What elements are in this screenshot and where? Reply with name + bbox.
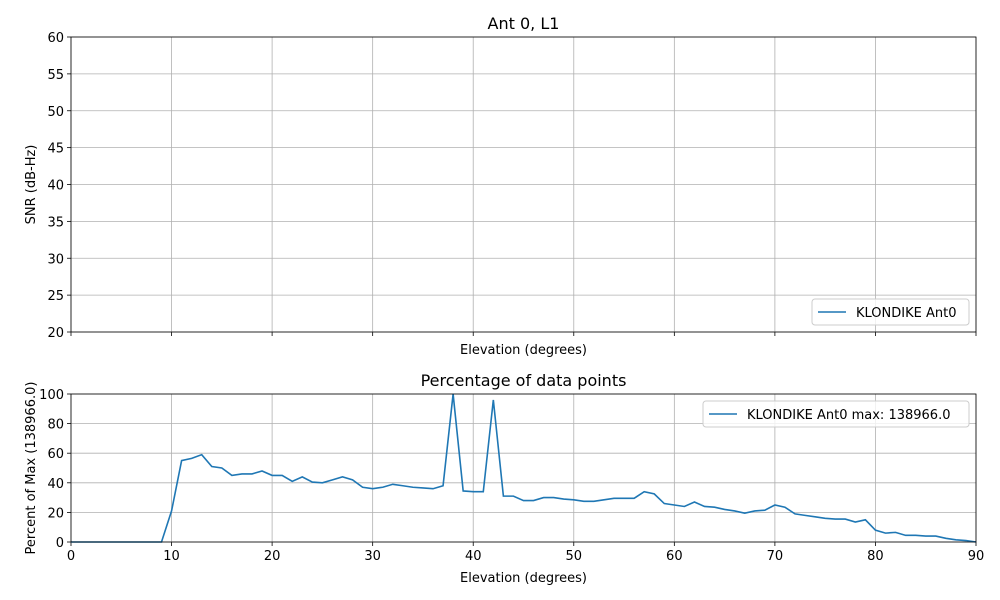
x-tick-label: 50 [566,549,583,564]
x-tick-label: 40 [465,549,482,564]
y-tick-label: 55 [47,68,64,83]
legend-label: KLONDIKE Ant0 [856,306,956,321]
x-axis-label: Elevation (degrees) [460,343,587,358]
axes-frame [70,36,977,333]
chart-title: Percentage of data points [421,371,627,390]
chart-title: Ant 0, L1 [488,14,560,33]
x-axis-label: Elevation (degrees) [460,571,587,586]
x-tick-label: 20 [264,549,281,564]
legend: KLONDIKE Ant0 [811,298,970,326]
x-tick-label: 80 [867,549,884,564]
x-tick-label: 10 [163,549,180,564]
y-tick-label: 80 [47,418,64,433]
y-tick-label: 45 [47,142,64,157]
x-tick-label: 0 [67,549,75,564]
y-tick-label: 40 [47,179,64,194]
y-tick-label: 60 [47,31,64,46]
percentage-axes: 0 10 20 30 40 50 60 70 80 90 0 20 40 60 80 100 Percentag… [24,371,984,586]
legend-box [811,298,970,326]
legend-label: KLONDIKE Ant0 max: 138966.0 [747,408,950,423]
y-tick-label: 30 [47,252,64,267]
y-tick-label: 20 [47,326,64,341]
x-tick-label: 90 [968,549,985,564]
y-axis-label: Percent of Max (138966.0) [24,382,39,555]
y-tick-label: 25 [47,289,64,304]
snr-axes: 20 25 30 35 40 45 50 55 60 Ant 0, L1 Elevation (de… [24,14,977,358]
y-tick-label: 60 [47,447,64,462]
y-tick-label: 20 [47,506,64,521]
x-tick-label: 30 [364,549,381,564]
x-tick-label: 60 [666,549,683,564]
x-tick-label: 70 [767,549,784,564]
y-tick-label: 35 [47,215,64,230]
y-tick-label: 100 [39,388,64,403]
legend: KLONDIKE Ant0 max: 138966.0 [702,400,970,428]
legend-box [702,400,970,428]
y-tick-label: 40 [47,477,64,492]
y-axis-label: SNR (dB-Hz) [24,145,39,225]
y-tick-label: 0 [56,536,64,551]
axes-frame [70,393,977,543]
y-tick-label: 50 [47,105,64,120]
